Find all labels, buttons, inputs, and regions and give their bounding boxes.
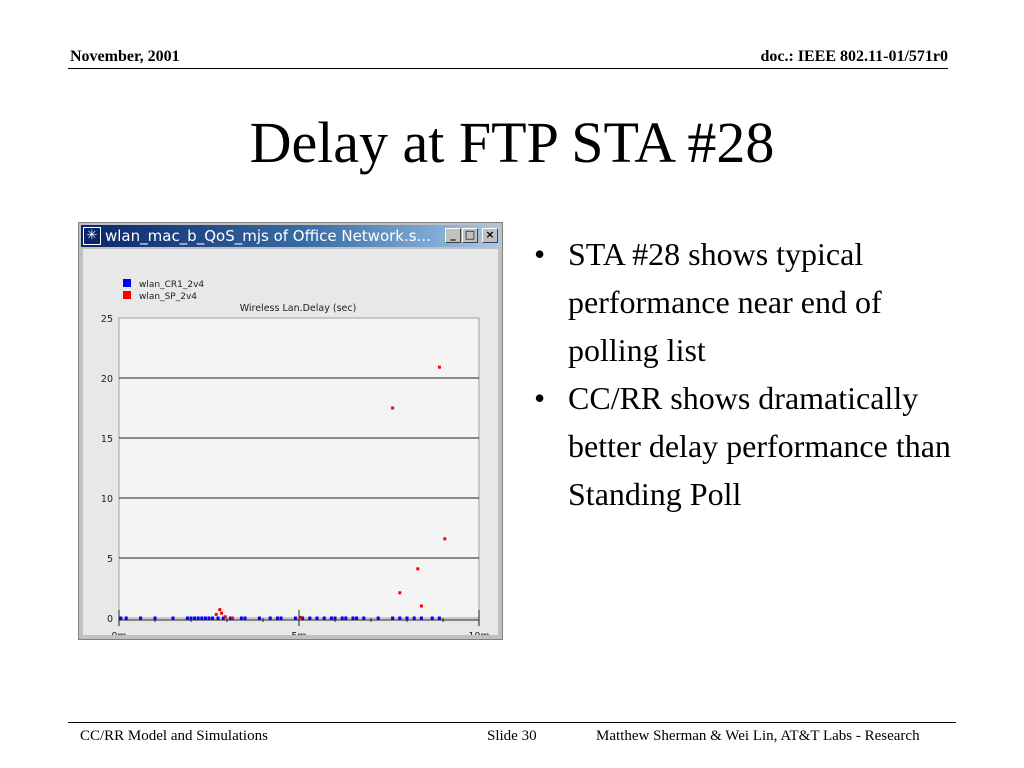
data-point bbox=[229, 616, 233, 620]
data-point bbox=[189, 616, 193, 620]
window-title: wlan_mac_b_QoS_mjs of Office Network.s..… bbox=[105, 227, 431, 245]
bullet-text: STA #28 shows typical performance near e… bbox=[568, 236, 882, 368]
data-point bbox=[207, 616, 211, 620]
data-point bbox=[185, 616, 189, 620]
data-point bbox=[419, 616, 423, 620]
footer-slide-number: Slide 30 bbox=[487, 728, 537, 744]
data-point bbox=[344, 616, 348, 620]
data-point bbox=[124, 616, 128, 620]
data-point bbox=[443, 537, 447, 541]
data-point bbox=[333, 616, 337, 620]
bullet-list: • STA #28 shows typical performance near… bbox=[530, 230, 960, 518]
data-point bbox=[193, 616, 197, 620]
maximize-button[interactable]: □ bbox=[462, 228, 478, 243]
data-point bbox=[153, 616, 157, 620]
data-point bbox=[279, 616, 283, 620]
data-point bbox=[391, 406, 395, 410]
y-tick-label: 15 bbox=[101, 434, 113, 445]
legend-label: wlan_SP_2v4 bbox=[139, 292, 197, 302]
legend-swatch bbox=[123, 291, 131, 299]
data-point bbox=[218, 608, 222, 612]
data-point bbox=[171, 616, 175, 620]
y-tick-label: 25 bbox=[101, 314, 113, 325]
data-point bbox=[239, 616, 243, 620]
data-point bbox=[430, 616, 434, 620]
data-point bbox=[243, 616, 247, 620]
chart-window: ✳ wlan_mac_b_QoS_mjs of Office Network.s… bbox=[78, 222, 503, 640]
header-date: November, 2001 bbox=[70, 48, 180, 65]
data-point bbox=[405, 616, 409, 620]
data-point bbox=[329, 616, 333, 620]
data-point bbox=[268, 616, 272, 620]
x-tick-label: 10m bbox=[468, 631, 489, 635]
data-point bbox=[223, 615, 227, 619]
minimize-button[interactable]: _ bbox=[445, 228, 461, 243]
data-point bbox=[308, 616, 312, 620]
plot-area-background: wlan_CR1_2v4 wlan_SP_2v4 Wireless Lan.Dela… bbox=[83, 249, 498, 635]
bullet-dot: • bbox=[534, 380, 546, 416]
data-point bbox=[362, 616, 366, 620]
data-point bbox=[437, 616, 441, 620]
x-tick-label: 0m bbox=[111, 631, 126, 635]
data-point bbox=[200, 616, 204, 620]
data-point bbox=[196, 616, 200, 620]
data-point bbox=[398, 616, 402, 620]
close-button[interactable]: × bbox=[482, 228, 498, 243]
data-point bbox=[351, 616, 355, 620]
delay-chart: wlan_CR1_2v4 wlan_SP_2v4 Wireless Lan.Dela… bbox=[101, 279, 490, 635]
data-point bbox=[293, 616, 297, 620]
y-tick-label: 20 bbox=[101, 374, 113, 385]
x-tick-label: 5m bbox=[291, 631, 306, 635]
data-point bbox=[214, 612, 218, 616]
y-tick-label: 0 bbox=[107, 614, 113, 625]
data-point bbox=[416, 567, 420, 571]
data-point bbox=[119, 616, 123, 620]
plot-frame bbox=[118, 317, 480, 619]
data-point bbox=[398, 591, 402, 595]
data-point bbox=[340, 616, 344, 620]
legend-swatch bbox=[123, 279, 131, 287]
bullet-item: • STA #28 shows typical performance near… bbox=[530, 230, 960, 374]
data-point bbox=[391, 616, 395, 620]
data-point bbox=[203, 616, 207, 620]
data-point bbox=[355, 616, 359, 620]
bullet-text: CC/RR shows dramatically better delay pe… bbox=[568, 380, 951, 512]
data-point bbox=[301, 616, 305, 620]
data-point bbox=[315, 616, 319, 620]
header-rule bbox=[68, 68, 948, 69]
data-point bbox=[220, 611, 224, 615]
data-point bbox=[221, 616, 225, 620]
data-point bbox=[322, 616, 326, 620]
bullet-dot: • bbox=[534, 236, 546, 272]
header-doc-number: doc.: IEEE 802.11-01/571r0 bbox=[760, 48, 948, 65]
slide-title: Delay at FTP STA #28 bbox=[249, 110, 775, 175]
data-point bbox=[257, 616, 261, 620]
data-point bbox=[412, 616, 416, 620]
window-titlebar[interactable]: ✳ wlan_mac_b_QoS_mjs of Office Network.s… bbox=[81, 225, 500, 247]
bullet-item: • CC/RR shows dramatically better delay … bbox=[530, 374, 960, 518]
data-point bbox=[216, 616, 220, 620]
legend-label: wlan_CR1_2v4 bbox=[139, 280, 204, 290]
y-tick-label: 10 bbox=[101, 494, 113, 505]
app-icon: ✳ bbox=[83, 227, 101, 245]
data-point bbox=[299, 615, 303, 619]
chart-title: Wireless Lan.Delay (sec) bbox=[240, 303, 357, 314]
data-point bbox=[437, 365, 441, 369]
data-point bbox=[211, 616, 215, 620]
data-point bbox=[230, 616, 234, 620]
y-tick-label: 5 bbox=[107, 554, 113, 565]
footer-title: CC/RR Model and Simulations bbox=[80, 728, 268, 744]
footer-authors: Matthew Sherman & Wei Lin, AT&T Labs - R… bbox=[596, 728, 920, 744]
data-point bbox=[419, 604, 423, 608]
footer-rule bbox=[68, 722, 956, 723]
data-point bbox=[139, 616, 143, 620]
data-point bbox=[275, 616, 279, 620]
data-point bbox=[376, 616, 380, 620]
